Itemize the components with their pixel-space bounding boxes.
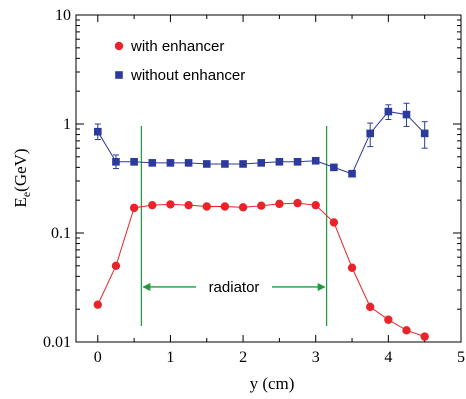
legend-label: with enhancer [130, 38, 224, 55]
data-point-with-enhancer [129, 203, 139, 213]
radiator-arrowhead-right [317, 282, 326, 291]
data-point-without-enhancer [221, 160, 229, 168]
x-axis-label: y (cm) [250, 374, 295, 393]
legend-marker-without-enhancer [115, 71, 123, 79]
data-point-with-enhancer [111, 261, 121, 271]
data-point-with-enhancer [148, 200, 157, 210]
data-point-with-enhancer [184, 200, 193, 210]
x-tick-label: 4 [384, 349, 392, 366]
tick-labels: 0 1 2 3 4 5 0.01 0.1 1 10 [43, 7, 465, 366]
y-axis-label-unit: (GeV) [11, 148, 30, 191]
series-markers [93, 107, 429, 341]
data-point-with-enhancer [329, 218, 339, 227]
data-point-without-enhancer [330, 163, 338, 172]
data-point-with-enhancer [293, 198, 302, 208]
data-point-with-enhancer [365, 302, 375, 312]
data-point-without-enhancer [130, 157, 138, 166]
data-point-without-enhancer [384, 107, 393, 116]
data-point-with-enhancer [384, 315, 393, 324]
radiator-label: radiator [209, 279, 260, 296]
data-point-without-enhancer [257, 159, 266, 167]
data-point-without-enhancer [293, 157, 302, 166]
plot-frame [75, 14, 462, 343]
series-lines [97, 111, 426, 338]
radiator-arrowhead-left [142, 282, 151, 291]
data-point-without-enhancer [202, 160, 211, 168]
data-point-with-enhancer [93, 300, 102, 309]
data-point-with-enhancer [311, 200, 320, 210]
legend: with enhancer without enhancer [114, 38, 245, 84]
data-point-with-enhancer [220, 202, 230, 211]
y-tick-label: 10 [55, 7, 71, 24]
data-point-without-enhancer [93, 127, 102, 136]
data-point-without-enhancer [311, 156, 320, 165]
data-point-with-enhancer [402, 326, 411, 335]
series-line [97, 202, 425, 338]
data-point-with-enhancer [202, 202, 211, 211]
y-axis-label-main: E [11, 197, 30, 207]
x-tick-label: 2 [239, 349, 247, 366]
data-point-without-enhancer [112, 157, 120, 166]
data-point-with-enhancer [420, 332, 429, 341]
data-point-without-enhancer [184, 159, 193, 167]
x-tick-label: 3 [312, 349, 320, 366]
y-axis-label: Ee(GeV) [11, 148, 33, 207]
y-tick-label: 0.1 [51, 225, 71, 242]
axis-ticks [76, 14, 462, 343]
x-tick-label: 5 [457, 349, 465, 366]
data-point-with-enhancer [238, 203, 248, 212]
data-point-without-enhancer [402, 110, 411, 119]
data-point-with-enhancer [166, 200, 175, 209]
data-point-without-enhancer [148, 159, 157, 167]
y-tick-label: 1 [63, 116, 71, 133]
legend-label: without enhancer [130, 67, 245, 84]
data-point-without-enhancer [420, 129, 429, 138]
data-point-with-enhancer [347, 263, 357, 272]
data-point-without-enhancer [239, 160, 247, 168]
y-tick-label: 0.01 [43, 334, 71, 351]
data-point-without-enhancer [348, 169, 356, 178]
y-axis-label-sub: e [19, 192, 33, 197]
radiator-annotation: radiator [140, 126, 328, 326]
x-tick-label: 0 [94, 349, 102, 366]
data-point-with-enhancer [257, 201, 266, 210]
legend-marker-with-enhancer [114, 41, 124, 51]
data-point-without-enhancer [275, 157, 284, 166]
data-point-with-enhancer [275, 199, 284, 209]
data-point-without-enhancer [366, 129, 374, 138]
data-point-without-enhancer [166, 159, 175, 167]
x-tick-label: 1 [166, 349, 174, 366]
